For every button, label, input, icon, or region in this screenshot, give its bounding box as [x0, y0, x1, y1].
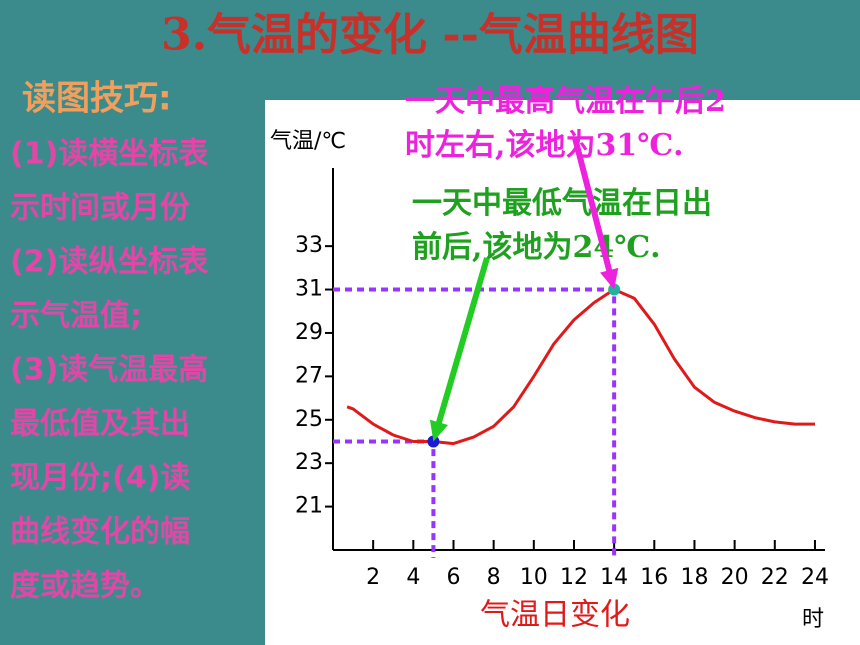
chart-title: 气温日变化	[480, 598, 630, 633]
slide-title: 3.气温的变化 --气温曲线图	[161, 10, 699, 61]
arrow	[572, 137, 615, 279]
body-line: 示气温值;	[10, 299, 142, 334]
arrow	[433, 257, 490, 431]
y-tick-label: 33	[295, 233, 323, 258]
body-line: 度或趋势。	[10, 569, 160, 604]
annotation: 时左右,该地为31℃.	[405, 128, 684, 163]
x-tick-label: 12	[560, 565, 588, 590]
x-tick-label: 6	[446, 565, 460, 590]
x-tick-label: 2	[366, 565, 380, 590]
chart-panel	[265, 100, 860, 645]
annotation: 一天中最低气温在日出	[412, 186, 712, 221]
y-tick-label: 25	[295, 407, 323, 432]
y-tick-label: 23	[295, 450, 323, 475]
x-tick-label: 10	[520, 565, 548, 590]
arrow-head	[429, 419, 449, 442]
x-tick-label: 8	[487, 565, 501, 590]
annotation: 一天中最高气温在午后2	[405, 84, 726, 119]
annotation: 前后,该地为24℃.	[412, 230, 661, 265]
x-tick-label: 18	[680, 565, 708, 590]
subtitle: 读图技巧:	[22, 79, 172, 119]
body-line: 示时间或月份	[10, 191, 190, 226]
body-line: (1)读横坐标表	[10, 137, 208, 172]
arrow-head	[600, 267, 619, 290]
x-tick-label: 14	[600, 565, 628, 590]
body-line: (3)读气温最高	[10, 353, 208, 388]
x-axis-label: 时	[802, 607, 824, 632]
x-tick-label: 4	[406, 565, 420, 590]
y-tick-label: 29	[295, 320, 323, 345]
body-line: 曲线变化的幅	[10, 515, 190, 550]
x-tick-label: 24	[801, 565, 829, 590]
body-line: (2)读纵坐标表	[10, 245, 208, 280]
body-line: 现月份;(4)读	[10, 461, 190, 496]
x-tick-label: 16	[640, 565, 668, 590]
y-tick-label: 21	[295, 494, 323, 519]
y-tick-label: 27	[295, 363, 323, 388]
x-tick-label: 22	[761, 565, 789, 590]
body-line: 最低值及其出	[10, 407, 190, 442]
y-axis-label: 气温/℃	[270, 129, 346, 154]
x-tick-label: 20	[721, 565, 749, 590]
temperature-line	[346, 288, 815, 446]
y-tick-label: 31	[295, 277, 323, 302]
